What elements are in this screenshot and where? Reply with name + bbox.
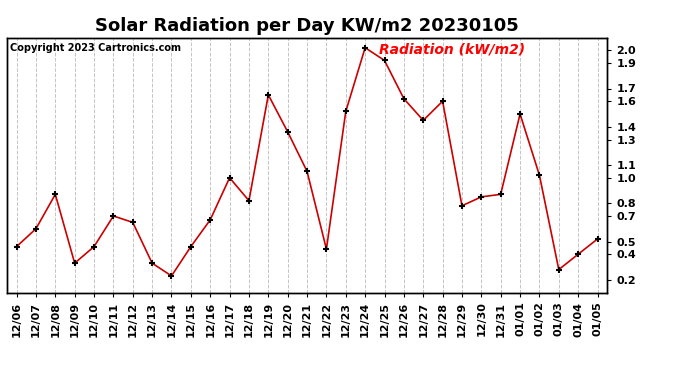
Title: Solar Radiation per Day KW/m2 20230105: Solar Radiation per Day KW/m2 20230105 (95, 16, 519, 34)
Text: Radiation (kW/m2): Radiation (kW/m2) (379, 43, 525, 57)
Text: Copyright 2023 Cartronics.com: Copyright 2023 Cartronics.com (10, 43, 181, 52)
